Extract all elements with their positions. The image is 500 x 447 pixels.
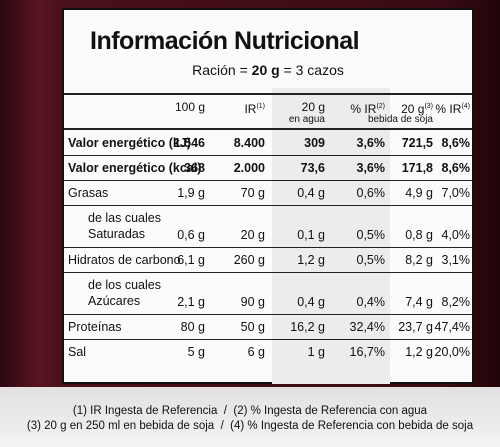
column-header: 20 g: [245, 100, 325, 114]
title: Información Nutricional: [90, 27, 360, 55]
cell-value: 6,1 g: [177, 253, 205, 267]
cell-value: 0,4 g: [297, 295, 325, 309]
cell-value: 0,6 g: [177, 228, 205, 242]
cell-value: 16,7%: [349, 345, 385, 359]
separator: [64, 205, 472, 206]
cell-value: 368: [184, 161, 205, 175]
header-text: bebida de soja: [367, 114, 433, 125]
cell-value: 2.000: [233, 161, 265, 175]
cell-value: 4,9 g: [405, 186, 433, 200]
row-label: de los cuales: [88, 278, 161, 292]
cell-value: 3,6%: [356, 136, 386, 150]
header-text: en agua: [288, 114, 325, 125]
cell-value: 80 g: [180, 320, 205, 334]
separator: [64, 247, 472, 248]
cell-value: 8,6%: [441, 161, 471, 175]
row-label: Grasas: [68, 186, 109, 200]
header-text: 20 g: [301, 100, 325, 114]
footnote: (3) 20 g en 250 ml en bebida de soja / (…: [26, 420, 474, 432]
cell-value: 8,6%: [441, 136, 471, 150]
cell-value: 0,1 g: [297, 228, 325, 242]
cell-value: 7,0%: [441, 186, 471, 200]
row-label: Proteínas: [68, 320, 122, 334]
header-footnote-mark: (3): [424, 103, 433, 110]
cell-value: 0,5%: [356, 253, 386, 267]
cell-value: 5 g: [187, 345, 205, 359]
cell-value: 1,2 g: [405, 345, 433, 359]
row-label: Valor energético (kJ): [68, 136, 191, 150]
header-text: % IR: [435, 102, 462, 116]
cell-value: 260 g: [233, 253, 265, 267]
cell-value: 23,7 g: [398, 320, 433, 334]
separator: [64, 314, 472, 315]
footnote: (1) IR Ingesta de Referencia / (2) % Ing…: [72, 405, 428, 417]
cell-value: 4,0%: [441, 228, 471, 242]
separator: [64, 272, 472, 273]
separator: [64, 155, 472, 156]
cell-value: 20,0%: [434, 345, 470, 359]
header-footnote-mark: (1): [256, 103, 265, 110]
row-label: Valor energético (kcal): [68, 161, 202, 175]
cell-value: 8,2 g: [405, 253, 433, 267]
cell-value: 721,5: [401, 136, 433, 150]
cell-value: 1,9 g: [177, 186, 205, 200]
cell-value: 8,2%: [441, 295, 471, 309]
header-footnote-mark: (4): [461, 103, 470, 110]
cell-value: 7,4 g: [405, 295, 433, 309]
cell-value: 20 g: [240, 228, 265, 242]
column-header: % IR(2): [305, 100, 385, 116]
cell-value: 32,4%: [349, 320, 385, 334]
header-footnote-mark: (2): [376, 103, 385, 110]
cell-value: 0,4 g: [297, 186, 325, 200]
column-shade: [272, 88, 390, 384]
cell-value: 171,8: [401, 161, 433, 175]
nutrition-label: [62, 8, 474, 384]
separator: [64, 128, 472, 130]
cell-value: 3,6%: [356, 161, 386, 175]
serving-part: 20 g: [251, 62, 280, 78]
cell-value: 1 g: [307, 345, 325, 359]
serving-part: Ración =: [192, 62, 248, 78]
column-header: IR(1): [185, 100, 265, 116]
cell-value: 1,2 g: [297, 253, 325, 267]
cell-value: 0,5%: [356, 228, 386, 242]
row-label: de las cuales: [88, 211, 161, 225]
separator: [64, 93, 472, 95]
header-text: IR: [244, 102, 257, 116]
cell-value: 2,1 g: [177, 295, 205, 309]
column-header: 20 g(3): [353, 100, 433, 116]
cell-value: 50 g: [240, 320, 265, 334]
cell-value: 73,6: [300, 161, 325, 175]
separator: [64, 339, 472, 340]
cell-value: 309: [304, 136, 325, 150]
cell-value: 90 g: [240, 295, 265, 309]
cell-value: 8.400: [233, 136, 265, 150]
header-text: % IR: [350, 102, 377, 116]
cell-value: 47,4%: [434, 320, 470, 334]
cell-value: 16,2 g: [290, 320, 325, 334]
column-header: % IR(4): [390, 100, 470, 116]
cell-value: 3,1%: [441, 253, 471, 267]
serving-part: = 3 cazos: [283, 62, 344, 78]
row-label: Azúcares: [88, 294, 141, 308]
column-header: 100 g: [125, 100, 205, 114]
serving: Ración = 20 g = 3 cazos: [62, 62, 474, 78]
cell-value: 1.546: [173, 136, 205, 150]
column-header: bebida de soja: [353, 113, 433, 127]
separator: [64, 180, 472, 181]
cell-value: 6 g: [247, 345, 265, 359]
row-label: Saturadas: [88, 227, 145, 241]
footnote-area: [0, 387, 500, 447]
cell-value: 70 g: [240, 186, 265, 200]
row-label: Sal: [68, 345, 87, 359]
column-header: en agua: [245, 113, 325, 127]
header-text: 20 g: [401, 102, 425, 116]
cell-value: 0,4%: [356, 295, 386, 309]
row-label: Hidratos de carbono: [68, 253, 181, 267]
cell-value: 0,6%: [356, 186, 386, 200]
header-text: 100 g: [174, 100, 205, 114]
cell-value: 0,8 g: [405, 228, 433, 242]
